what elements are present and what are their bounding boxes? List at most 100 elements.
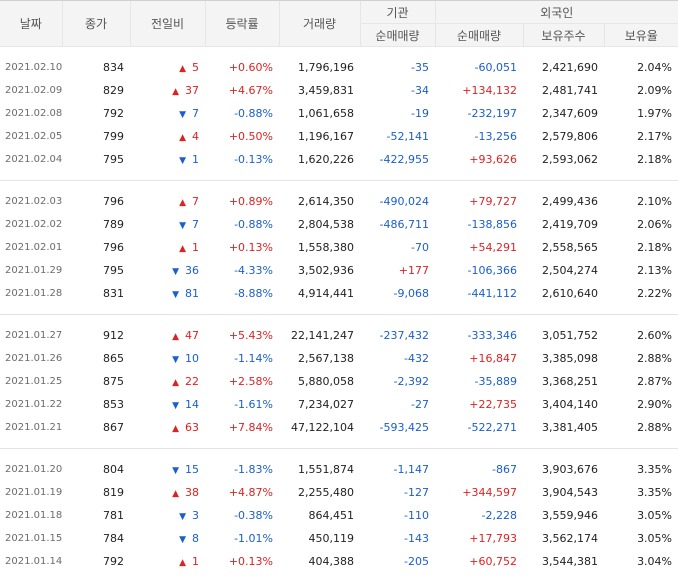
header-hold-rate: 보유율: [604, 24, 678, 47]
row-inst-net: -19: [360, 102, 435, 125]
row-close: 867: [62, 416, 130, 439]
row-holdings: 3,381,405: [523, 416, 604, 439]
row-rate: +0.50%: [205, 125, 279, 148]
row-change-value: 36: [185, 264, 199, 277]
row-change: ▼14: [130, 393, 205, 416]
row-volume: 4,914,441: [279, 282, 360, 305]
row-hold-rate: 2.88%: [604, 347, 678, 370]
row-close: 834: [62, 56, 130, 79]
row-foreign-net: +54,291: [435, 236, 523, 259]
row-close: 829: [62, 79, 130, 102]
header-holdings: 보유주수: [523, 24, 604, 47]
row-date: 2021.01.20: [0, 458, 62, 481]
row-volume: 1,196,167: [279, 125, 360, 148]
row-inst-net: -9,068: [360, 282, 435, 305]
row-change: ▼7: [130, 213, 205, 236]
row-rate: -1.14%: [205, 347, 279, 370]
row-foreign-net: +16,847: [435, 347, 523, 370]
row-date: 2021.02.09: [0, 79, 62, 102]
row-volume: 22,141,247: [279, 324, 360, 347]
row-volume: 2,804,538: [279, 213, 360, 236]
group-spacer: [0, 315, 678, 324]
triangle-up-icon: ▲: [179, 64, 186, 74]
row-close: 819: [62, 481, 130, 504]
row-inst-net: -432: [360, 347, 435, 370]
row-close: 796: [62, 190, 130, 213]
row-inst-net: -2,392: [360, 370, 435, 393]
row-close: 875: [62, 370, 130, 393]
row-holdings: 2,421,690: [523, 56, 604, 79]
row-date: 2021.01.22: [0, 393, 62, 416]
row-close: 912: [62, 324, 130, 347]
row-change: ▼81: [130, 282, 205, 305]
row-date: 2021.02.03: [0, 190, 62, 213]
row-rate: +5.43%: [205, 324, 279, 347]
row-change: ▼10: [130, 347, 205, 370]
triangle-up-icon: ▲: [179, 244, 186, 254]
header-date: 날짜: [0, 1, 62, 47]
row-change: ▲37: [130, 79, 205, 102]
row-holdings: 3,903,676: [523, 458, 604, 481]
row-date: 2021.02.05: [0, 125, 62, 148]
row-volume: 1,620,226: [279, 148, 360, 171]
group-spacer: [0, 181, 678, 190]
triangle-up-icon: ▲: [172, 489, 179, 499]
row-inst-net: -205: [360, 550, 435, 573]
row-foreign-net: -13,256: [435, 125, 523, 148]
row-rate: -4.33%: [205, 259, 279, 282]
row-holdings: 2,610,640: [523, 282, 604, 305]
row-close: 784: [62, 527, 130, 550]
header-institution: 기관: [360, 1, 435, 24]
group-spacer: [0, 171, 678, 181]
row-close: 795: [62, 148, 130, 171]
row-change-value: 81: [185, 287, 199, 300]
row-holdings: 3,385,098: [523, 347, 604, 370]
row-foreign-net: +60,752: [435, 550, 523, 573]
row-holdings: 2,419,709: [523, 213, 604, 236]
row-holdings: 2,347,609: [523, 102, 604, 125]
row-volume: 864,451: [279, 504, 360, 527]
row-volume: 404,388: [279, 550, 360, 573]
row-close: 789: [62, 213, 130, 236]
row-change-value: 1: [192, 153, 199, 166]
row-foreign-net: +79,727: [435, 190, 523, 213]
row-hold-rate: 3.35%: [604, 458, 678, 481]
row-change-value: 1: [192, 241, 199, 254]
row-volume: 7,234,027: [279, 393, 360, 416]
header-volume: 거래량: [279, 1, 360, 47]
row-change: ▼3: [130, 504, 205, 527]
row-change: ▲47: [130, 324, 205, 347]
group-spacer: [0, 305, 678, 315]
row-rate: -0.88%: [205, 102, 279, 125]
triangle-up-icon: ▲: [179, 198, 186, 208]
row-date: 2021.01.21: [0, 416, 62, 439]
row-change-value: 5: [192, 61, 199, 74]
row-change-value: 63: [185, 421, 199, 434]
row-rate: +4.67%: [205, 79, 279, 102]
row-foreign-net: -333,346: [435, 324, 523, 347]
row-foreign-net: +22,735: [435, 393, 523, 416]
row-date: 2021.01.26: [0, 347, 62, 370]
header-close: 종가: [62, 1, 130, 47]
row-hold-rate: 2.90%: [604, 393, 678, 416]
row-change: ▼15: [130, 458, 205, 481]
row-hold-rate: 2.60%: [604, 324, 678, 347]
group-spacer: [0, 449, 678, 458]
row-foreign-net: -441,112: [435, 282, 523, 305]
row-close: 799: [62, 125, 130, 148]
row-rate: -1.01%: [205, 527, 279, 550]
triangle-down-icon: ▼: [179, 110, 186, 120]
triangle-down-icon: ▼: [179, 156, 186, 166]
row-change-value: 8: [192, 532, 199, 545]
row-rate: -0.13%: [205, 148, 279, 171]
triangle-up-icon: ▲: [172, 424, 179, 434]
row-foreign-net: -232,197: [435, 102, 523, 125]
row-foreign-net: -867: [435, 458, 523, 481]
row-hold-rate: 2.88%: [604, 416, 678, 439]
